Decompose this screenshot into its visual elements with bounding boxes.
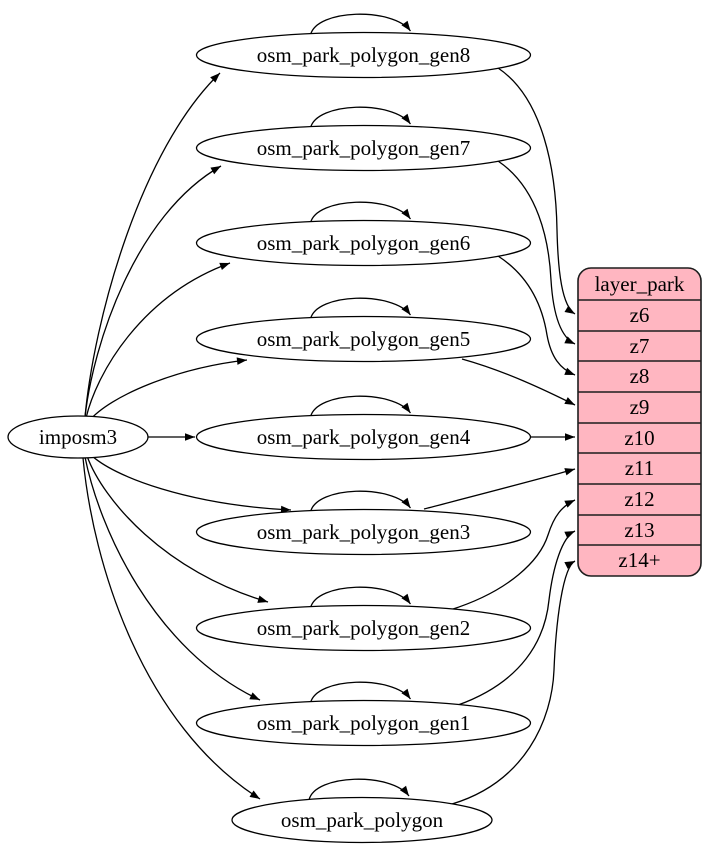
osm-park-polygon-gen6-label: osm_park_polygon_gen6 [257,231,470,255]
osm-park-polygon-gen4-ellipse [195,413,532,461]
node-osm-park-polygon-gen1: osm_park_polygon_gen1 [195,699,532,747]
osm-park-polygon-gen4-label: osm_park_polygon_gen4 [257,425,471,449]
osm-park-polygon-gen1-label: osm_park_polygon_gen1 [257,711,470,735]
edge-osm-park-polygon-gen2-to-z12 [449,499,576,611]
table-row-label-z14plus: z14+ [618,548,660,572]
osm-park-polygon-gen3-ellipse [195,508,532,556]
osm-park-polygon-gen8-ellipse [195,31,532,79]
osm-park-polygon-gen6-ellipse [195,219,532,267]
osm-park-polygon-gen2-label: osm_park_polygon_gen2 [257,616,470,640]
table-row-label-z8: z8 [630,364,650,388]
node-osm-park-polygon: osm_park_polygon [231,796,493,844]
edge-imposm3-to-osm-park-polygon-gen7 [84,165,222,418]
edge-group [82,13,576,805]
osm-park-polygon-gen5-ellipse [195,315,532,363]
osm-park-polygon-ellipse [231,796,493,844]
osm-park-polygon-gen1-ellipse [195,699,532,747]
edge-imposm3-to-osm-park-polygon-gen5 [88,357,248,422]
self-loop-osm-park-polygon-gen7 [309,106,412,129]
node-osm-park-polygon-gen8: osm_park_polygon_gen8 [195,31,532,79]
osm-park-polygon-gen5-label: osm_park_polygon_gen5 [257,327,470,351]
self-loop-osm-park-polygon-gen2 [309,586,412,609]
node-group: imposm3 osm_park_polygon_gen8 osm_park_p… [7,31,532,844]
edge-osm-park-polygon-gen7-to-z7 [497,160,576,345]
edge-imposm3-to-osm-park-polygon-gen8 [84,72,221,418]
edge-osm-park-polygon-gen6-to-z8 [497,255,576,376]
osm-park-polygon-gen2-ellipse [195,604,532,652]
layer-park-frame [577,267,702,577]
table-row-label-z7: z7 [630,334,650,358]
osm-park-polygon-label: osm_park_polygon [281,808,444,832]
osm-park-polygon-gen3-label: osm_park_polygon_gen3 [257,520,470,544]
edge-imposm3-to-osm-park-polygon [82,457,261,800]
table-row-label-z12: z12 [624,487,654,511]
table-row-label-z6: z6 [630,303,650,327]
self-loop-osm-park-polygon-gen5 [309,297,412,320]
edge-imposm3-to-osm-park-polygon-gen1 [84,456,261,701]
edge-imposm3-to-osm-park-polygon-gen6 [85,262,231,419]
edge-osm-park-polygon-gen3-to-z11 [423,468,576,510]
table-row-label-z13: z13 [624,518,654,542]
self-loop-osm-park-polygon-gen4 [309,395,412,418]
self-loop-osm-park-polygon-gen6 [309,201,412,224]
node-osm-park-polygon-gen2: osm_park_polygon_gen2 [195,604,532,652]
self-loop-osm-park-polygon [308,778,410,801]
edge-osm-park-polygon-gen5-to-z9 [461,358,576,406]
node-imposm3: imposm3 [7,415,149,459]
edge-imposm3-to-osm-park-polygon-gen2 [86,455,269,603]
edge-osm-park-polygon-to-z14plus [451,560,576,805]
node-osm-park-polygon-gen7: osm_park_polygon_gen7 [195,124,532,172]
self-loop-osm-park-polygon-gen8 [309,13,412,36]
table-row-label-z11: z11 [625,456,655,480]
table-row-label-z9: z9 [630,395,650,419]
node-osm-park-polygon-gen6: osm_park_polygon_gen6 [195,219,532,267]
edge-osm-park-polygon-gen1-to-z13 [457,530,576,706]
node-osm-park-polygon-gen3: osm_park_polygon_gen3 [195,508,532,556]
edge-imposm3-to-osm-park-polygon-gen3 [89,453,292,514]
self-loop-osm-park-polygon-gen3 [309,490,412,513]
self-loop-osm-park-polygon-gen1 [309,681,412,704]
edge-osm-park-polygon-gen8-to-z6 [497,67,576,315]
osm-park-polygon-gen7-label: osm_park_polygon_gen7 [257,136,470,160]
table-row-label-z10: z10 [624,426,654,450]
osm-park-polygon-gen8-label: osm_park_polygon_gen8 [257,43,470,67]
osm-park-polygon-gen7-ellipse [195,124,532,172]
node-osm-park-polygon-gen4: osm_park_polygon_gen4 [195,413,532,461]
imposm3-ellipse [7,415,149,459]
node-osm-park-polygon-gen5: osm_park_polygon_gen5 [195,315,532,363]
layer-park-title: layer_park [595,272,685,296]
table-layer-park: layer_park z6 z7 z8 z9 z10 z11 z12 z13 z… [577,267,702,577]
imposm3-label: imposm3 [39,425,117,449]
